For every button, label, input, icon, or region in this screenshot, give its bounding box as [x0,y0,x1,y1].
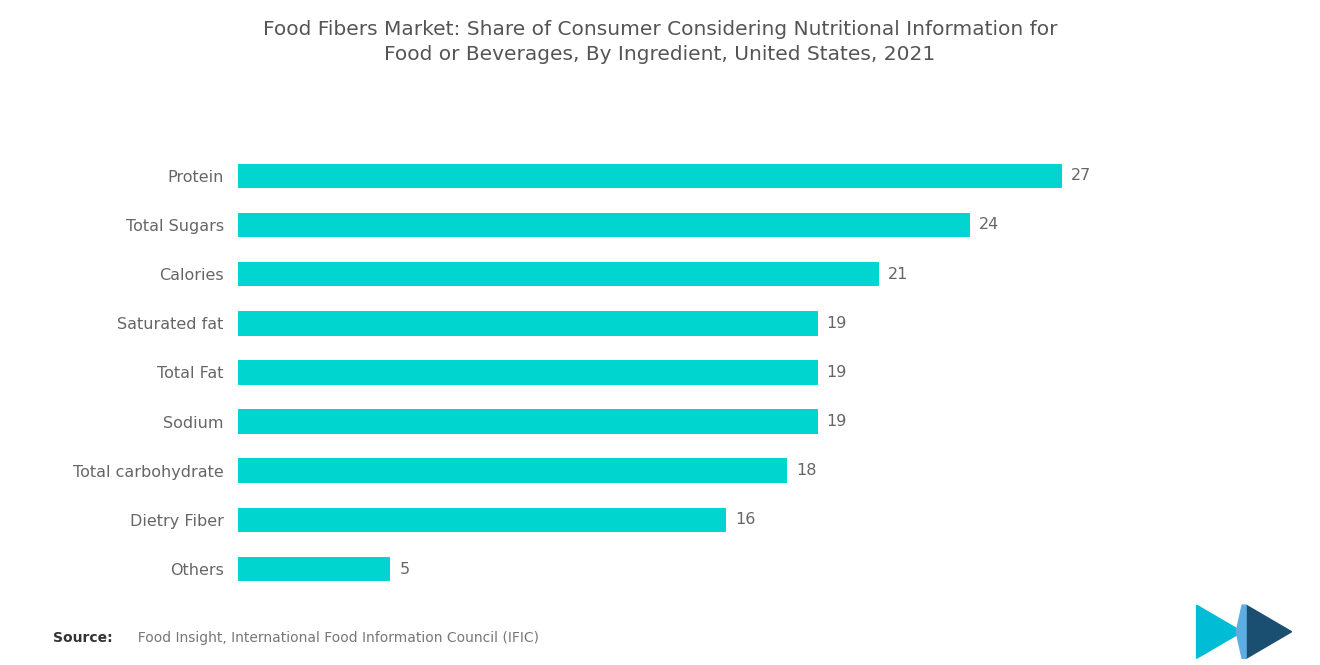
Text: Food Insight, International Food Information Council (IFIC): Food Insight, International Food Informa… [129,631,540,645]
Text: Food Fibers Market: Share of Consumer Considering Nutritional Information for
Fo: Food Fibers Market: Share of Consumer Co… [263,20,1057,64]
Text: 24: 24 [979,217,999,233]
Bar [238,507,726,532]
Text: 19: 19 [826,414,847,429]
Text: 18: 18 [796,464,817,478]
Text: 19: 19 [826,316,847,331]
Text: 27: 27 [1071,168,1092,184]
Text: Source:: Source: [53,631,112,645]
Bar [238,360,817,384]
Bar [238,262,879,287]
Polygon shape [1197,605,1242,658]
Polygon shape [1246,605,1291,658]
Bar [238,557,391,581]
Text: 19: 19 [826,365,847,380]
Bar [238,311,817,336]
Bar [238,458,787,483]
Text: 21: 21 [888,267,908,281]
Text: 16: 16 [735,512,755,527]
Bar [238,409,817,434]
Polygon shape [1236,605,1246,658]
Text: 5: 5 [400,561,409,577]
Bar [238,164,1061,188]
Bar [238,213,970,237]
